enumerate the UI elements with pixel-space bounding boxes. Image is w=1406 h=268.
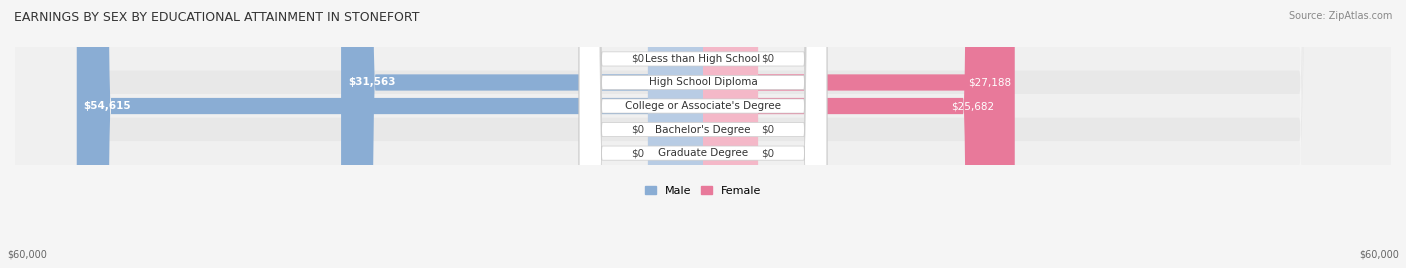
Text: Source: ZipAtlas.com: Source: ZipAtlas.com xyxy=(1288,11,1392,21)
Text: $0: $0 xyxy=(631,54,644,64)
FancyBboxPatch shape xyxy=(703,0,997,268)
FancyBboxPatch shape xyxy=(703,0,758,268)
Text: $0: $0 xyxy=(762,148,775,158)
FancyBboxPatch shape xyxy=(579,0,827,268)
Text: $27,188: $27,188 xyxy=(969,77,1011,87)
FancyBboxPatch shape xyxy=(15,0,1391,268)
Text: $54,615: $54,615 xyxy=(83,101,131,111)
FancyBboxPatch shape xyxy=(15,0,1391,268)
Text: $0: $0 xyxy=(762,54,775,64)
FancyBboxPatch shape xyxy=(648,0,703,268)
FancyBboxPatch shape xyxy=(15,0,1391,268)
FancyBboxPatch shape xyxy=(579,0,827,268)
FancyBboxPatch shape xyxy=(77,0,703,268)
Text: $0: $0 xyxy=(762,125,775,135)
Text: Less than High School: Less than High School xyxy=(645,54,761,64)
FancyBboxPatch shape xyxy=(648,0,703,268)
Text: $60,000: $60,000 xyxy=(1360,250,1399,260)
Legend: Male, Female: Male, Female xyxy=(641,181,765,200)
FancyBboxPatch shape xyxy=(703,0,758,268)
FancyBboxPatch shape xyxy=(579,0,827,268)
FancyBboxPatch shape xyxy=(15,0,1391,268)
Text: $60,000: $60,000 xyxy=(7,250,46,260)
FancyBboxPatch shape xyxy=(579,0,827,268)
Text: $0: $0 xyxy=(631,125,644,135)
FancyBboxPatch shape xyxy=(342,0,703,268)
Text: EARNINGS BY SEX BY EDUCATIONAL ATTAINMENT IN STONEFORT: EARNINGS BY SEX BY EDUCATIONAL ATTAINMEN… xyxy=(14,11,419,24)
Text: Graduate Degree: Graduate Degree xyxy=(658,148,748,158)
Text: High School Diploma: High School Diploma xyxy=(648,77,758,87)
FancyBboxPatch shape xyxy=(648,0,703,268)
FancyBboxPatch shape xyxy=(579,0,827,268)
Text: Bachelor's Degree: Bachelor's Degree xyxy=(655,125,751,135)
FancyBboxPatch shape xyxy=(703,0,1015,268)
FancyBboxPatch shape xyxy=(15,0,1391,268)
FancyBboxPatch shape xyxy=(703,0,758,268)
Text: $0: $0 xyxy=(631,148,644,158)
Text: $31,563: $31,563 xyxy=(347,77,395,87)
Text: $25,682: $25,682 xyxy=(950,101,994,111)
Text: College or Associate's Degree: College or Associate's Degree xyxy=(626,101,780,111)
